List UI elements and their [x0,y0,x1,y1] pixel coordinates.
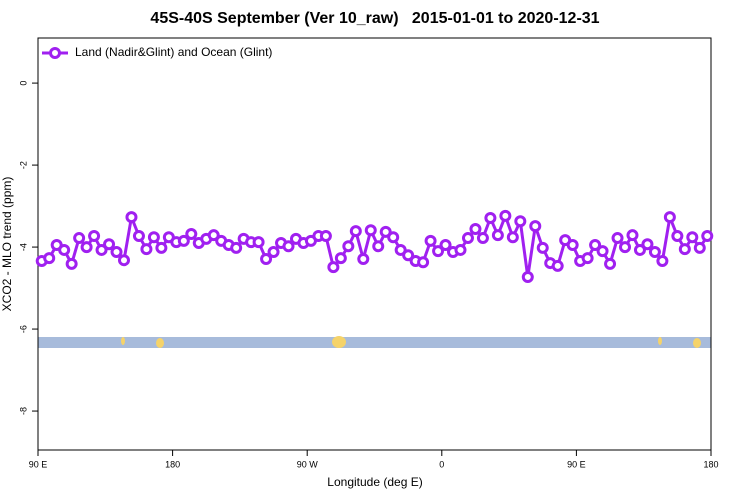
point [619,241,632,254]
point [551,259,564,272]
point [476,232,489,245]
point [641,238,654,251]
point [155,241,168,254]
point [439,239,452,252]
land-patch [332,336,346,348]
chart-title: 45S-40S September (Ver 10_raw) 2015-01-0… [150,10,599,27]
point [693,241,706,254]
point [125,211,138,224]
point [589,239,602,252]
land-patch [693,338,701,348]
point [267,245,280,258]
land-patch [658,337,662,345]
point [379,225,392,238]
point [103,238,116,251]
point [402,249,415,262]
point [387,231,400,244]
x-tick-label: 90 E [567,459,586,469]
point [454,243,467,256]
point [349,225,362,238]
x-tick-label: 180 [165,459,180,469]
point [596,245,609,258]
point [185,227,198,240]
point [678,243,691,256]
point [342,240,355,253]
point [73,232,86,245]
point [207,229,220,242]
point [417,256,430,269]
point [95,243,108,256]
ocean-band [38,337,711,348]
point [58,243,71,256]
point [536,241,549,254]
point [140,243,153,256]
point [372,240,385,253]
point [566,239,579,252]
point [529,220,542,233]
point [656,255,669,268]
point [581,252,594,265]
point [461,232,474,245]
point [80,241,93,254]
point [230,241,243,254]
point [491,229,504,242]
point [469,223,482,236]
y-tick-label: -2 [18,161,28,169]
point [43,252,56,265]
point [424,234,437,247]
land-ocean-strip [38,336,711,348]
x-tick-label: 0 [439,459,444,469]
y-tick-label: -8 [18,407,28,415]
point [65,257,78,270]
point [432,245,445,258]
x-tick-label: 180 [703,459,718,469]
land-patch [156,338,164,348]
point [648,245,661,258]
point [147,231,160,244]
point [260,252,273,265]
plot-frame [37,37,712,451]
y-axis-label: XCO2 - MLO trend (ppm) [0,177,14,312]
y-tick-label: -6 [18,325,28,333]
y-tick-label: 0 [18,81,28,86]
point [484,211,497,224]
point [686,231,699,244]
point [282,240,295,253]
point [604,257,617,270]
legend-marker [49,47,61,59]
point [327,261,340,274]
x-axis-label: Longitude (deg E) [327,475,422,489]
point [499,209,512,222]
point [611,232,624,245]
point [521,271,534,284]
point [506,231,519,244]
point [132,230,145,243]
point [626,229,639,242]
y-tick-label: -4 [18,243,28,251]
point [177,234,190,247]
point [701,230,714,243]
point [633,243,646,256]
point [252,236,265,249]
point [357,252,370,265]
point [663,211,676,224]
point [110,245,123,258]
point [394,243,407,256]
point [88,230,101,243]
x-tick-label: 90 W [297,459,319,469]
point [364,224,377,237]
legend-label: Land (Nadir&Glint) and Ocean (Glint) [75,45,272,59]
land-patch [121,337,125,345]
point [334,252,347,265]
point [671,230,684,243]
point [117,254,130,267]
point [514,215,527,228]
x-tick-label: 90 E [29,459,48,469]
point [319,230,332,243]
